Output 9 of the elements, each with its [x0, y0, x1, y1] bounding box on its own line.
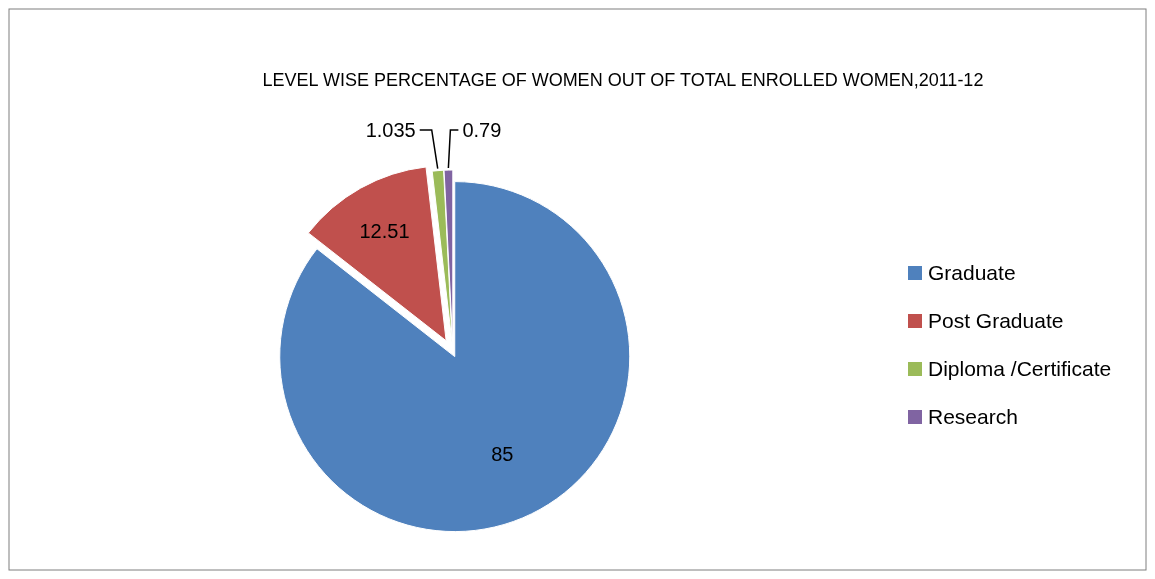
legend-label: Diploma /Certificate: [928, 357, 1112, 380]
data-label: 85: [491, 443, 514, 466]
legend-label: Post Graduate: [928, 309, 1064, 332]
data-label: 1.035: [365, 119, 416, 141]
data-label: 12.51: [359, 219, 410, 242]
chart-title: LEVEL WISE PERCENTAGE OF WOMEN OUT OF TOTAL ENROLLED WOMEN,2011-12: [262, 70, 984, 90]
data-label: 0.79: [462, 119, 502, 141]
legend-label: Graduate: [928, 261, 1016, 284]
legend-label: Research: [928, 405, 1018, 428]
